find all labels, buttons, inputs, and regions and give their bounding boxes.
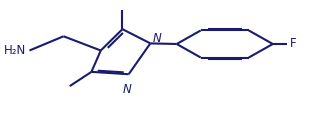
Text: F: F [290,37,297,51]
Text: N: N [153,32,162,45]
Text: H₂N: H₂N [4,44,26,57]
Text: N: N [123,83,132,96]
